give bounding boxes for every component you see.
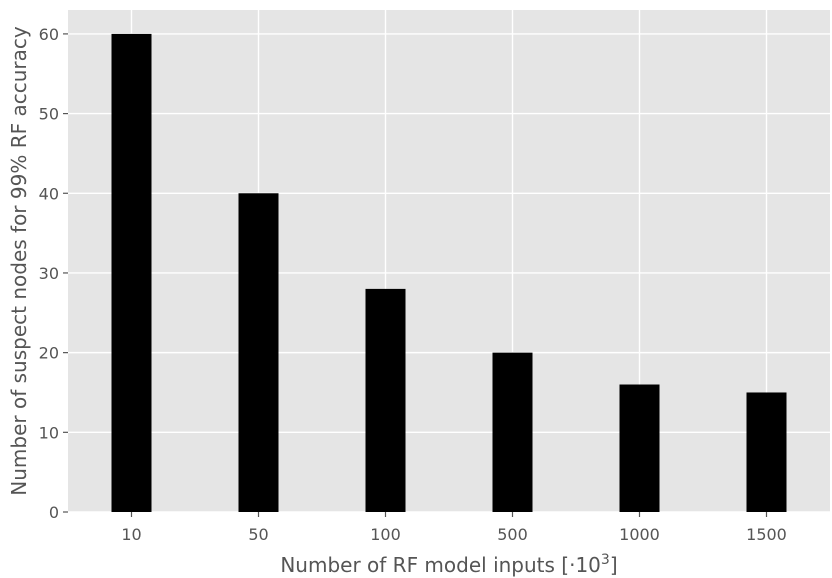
y-axis-ticks: 0 10 20 30 40 50 60: [39, 25, 68, 522]
x-axis-label-end: ]: [610, 553, 618, 577]
bars: [111, 33, 787, 513]
x-tick-label-500: 500: [497, 525, 528, 544]
y-tick-label-0: 0: [49, 503, 59, 522]
bar-1500: [746, 392, 787, 512]
plot-background: [68, 10, 830, 512]
x-axis-label-superscript: 3: [601, 552, 610, 568]
y-tick-label-60: 60: [39, 25, 59, 44]
bar-100: [365, 288, 406, 512]
x-tick-label-1000: 1000: [619, 525, 660, 544]
x-tick-label-50: 50: [248, 525, 268, 544]
y-tick-label-30: 30: [39, 264, 59, 283]
y-tick-label-50: 50: [39, 105, 59, 124]
bar-500: [492, 352, 533, 512]
bar-10: [111, 33, 152, 513]
x-tick-label-100: 100: [370, 525, 401, 544]
y-axis-label: Number of suspect nodes for 99% RF accur…: [7, 26, 31, 496]
x-axis-ticks: 10 50 100 500 1000 1500: [121, 512, 787, 544]
x-tick-label-1500: 1500: [746, 525, 787, 544]
bar-50: [238, 193, 279, 512]
x-axis-label: Number of RF model inputs [·103]: [280, 552, 617, 577]
x-axis-label-main: Number of RF model inputs [·10: [280, 553, 601, 577]
bar-1000: [619, 384, 660, 512]
y-tick-label-10: 10: [39, 423, 59, 442]
y-tick-label-20: 20: [39, 344, 59, 363]
y-tick-label-40: 40: [39, 184, 59, 203]
x-tick-label-10: 10: [121, 525, 141, 544]
